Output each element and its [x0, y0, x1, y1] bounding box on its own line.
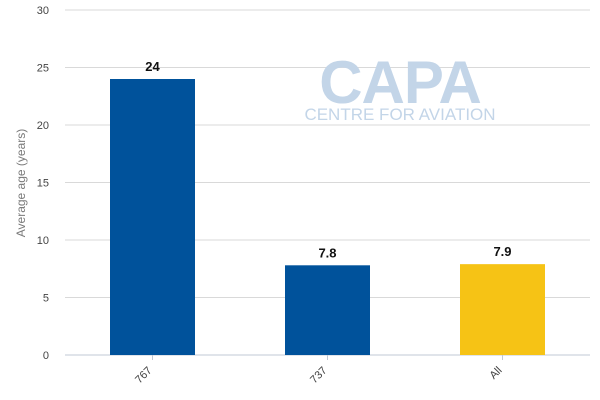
bar-737 — [285, 265, 370, 355]
data-label: 24 — [145, 59, 160, 74]
x-tick-label: All — [487, 365, 504, 382]
y-axis-title: Average age (years) — [14, 129, 28, 238]
y-tick-label: 10 — [37, 235, 49, 247]
bars — [110, 79, 545, 355]
data-label: 7.9 — [493, 244, 511, 259]
x-tick-label: 737 — [308, 365, 329, 386]
y-tick-label: 5 — [43, 293, 49, 305]
watermark-logo-text: CAPA — [319, 49, 481, 116]
data-label: 7.8 — [318, 245, 336, 260]
bar-all — [460, 264, 545, 355]
x-tick-label: 767 — [133, 365, 154, 386]
y-tick-label: 30 — [37, 5, 49, 17]
x-axis: 767 737 All — [133, 355, 505, 386]
y-tick-label: 20 — [37, 120, 49, 132]
y-tick-label: 15 — [37, 178, 49, 190]
capa-watermark: CAPA CENTRE FOR AVIATION — [304, 49, 495, 124]
y-tick-label: 25 — [37, 63, 49, 75]
bar-767 — [110, 79, 195, 355]
watermark-subtitle: CENTRE FOR AVIATION — [304, 105, 495, 124]
data-labels: 24 7.8 7.9 — [145, 59, 511, 260]
y-tick-label: 0 — [43, 350, 49, 362]
y-axis: 0 5 10 15 20 25 30 — [37, 5, 49, 362]
